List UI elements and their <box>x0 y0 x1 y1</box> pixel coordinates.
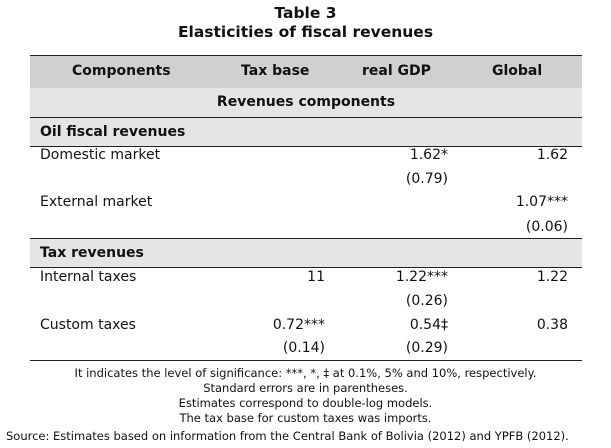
cell-domestic-global: 1.62 <box>536 147 568 163</box>
row-label-domestic-market: Domestic market <box>40 147 161 163</box>
cell-domestic-gdp-se: (0.79) <box>405 171 448 187</box>
note-significance: It indicates the level of significance: … <box>74 366 537 380</box>
row-label-external-market: External market <box>40 194 153 210</box>
cell-external-global: 1.07*** <box>515 194 568 210</box>
table-notes: It indicates the level of significance: … <box>0 366 611 426</box>
cell-custom-tax-base-se: (0.14) <box>282 340 325 356</box>
table-number: Table 3 <box>274 4 337 22</box>
column-header-real-gdp: real GDP <box>362 63 431 79</box>
column-header-row: Components Tax base real GDP Global <box>30 55 582 89</box>
note-standard-errors: Standard errors are in parentheses. <box>203 381 408 395</box>
cell-external-global-se: (0.06) <box>525 219 568 235</box>
cell-internal-gdp-se: (0.26) <box>405 293 448 309</box>
section-header-oil: Oil fiscal revenues <box>30 118 582 147</box>
cell-domestic-gdp: 1.62* <box>409 147 448 163</box>
row-label-internal-taxes: Internal taxes <box>40 269 137 285</box>
cell-internal-global: 1.22 <box>536 269 568 285</box>
note-double-log: Estimates correspond to double-log model… <box>178 396 433 410</box>
cell-custom-gdp: 0.54‡ <box>409 317 448 333</box>
column-header-global: Global <box>492 63 543 79</box>
source-note: Source: Estimates based on information f… <box>6 429 569 443</box>
cell-internal-gdp: 1.22*** <box>395 269 448 285</box>
table-bottom-rule <box>30 360 582 361</box>
row-label-custom-taxes: Custom taxes <box>40 317 136 333</box>
column-header-components: Components <box>72 63 171 79</box>
cell-custom-global: 0.38 <box>536 317 568 333</box>
table-title: Elasticities of fiscal revenues <box>177 23 434 41</box>
section-header-tax: Tax revenues <box>30 238 582 268</box>
group-header: Revenues components <box>30 88 582 118</box>
note-tax-base: The tax base for custom taxes was import… <box>179 411 432 425</box>
cell-custom-gdp-se: (0.29) <box>405 340 448 356</box>
cell-internal-tax-base: 11 <box>307 269 325 285</box>
cell-custom-tax-base: 0.72*** <box>272 317 325 333</box>
column-header-tax-base: Tax base <box>241 63 310 79</box>
